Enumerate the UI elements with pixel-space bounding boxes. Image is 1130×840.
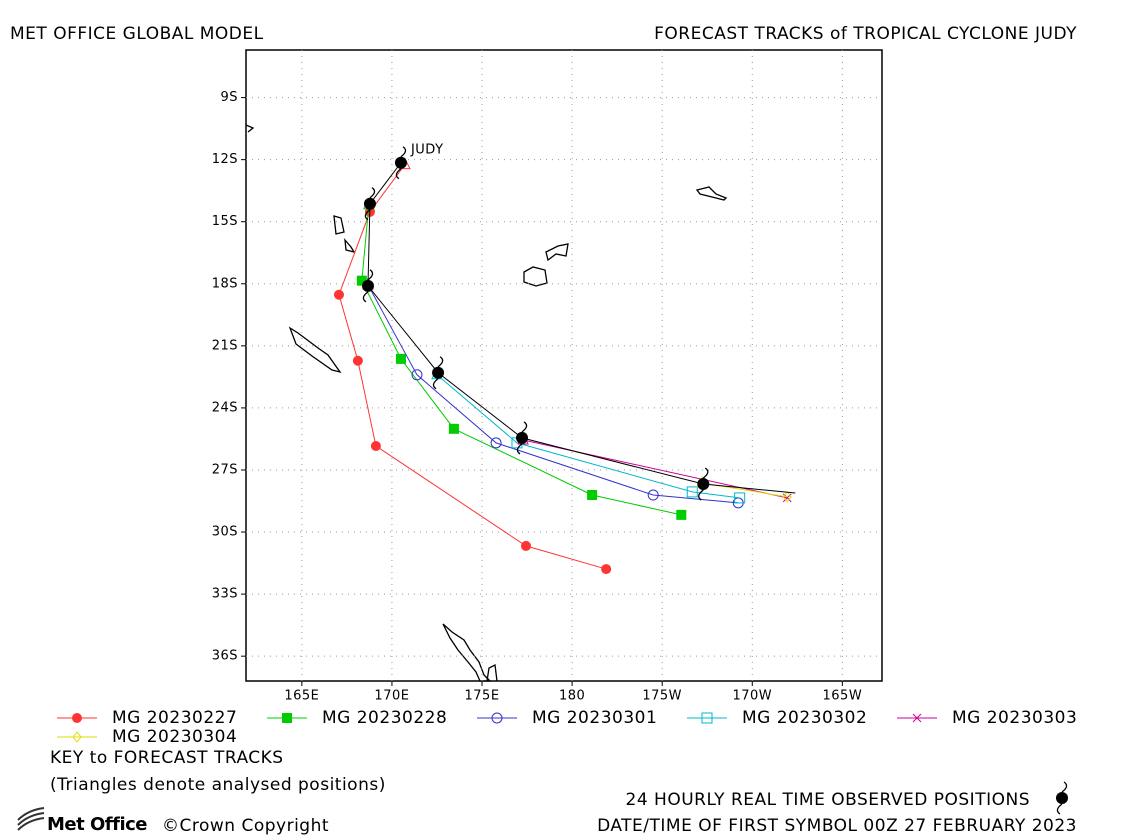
track-point	[490, 437, 502, 449]
observed-track	[367, 162, 796, 494]
track-point	[587, 490, 598, 501]
y-tick-label: 12S	[212, 152, 238, 167]
x-tick-label: 170E	[374, 689, 409, 704]
legend-marker	[701, 712, 713, 724]
y-tick-label: 33S	[212, 587, 238, 602]
title-right: FORECAST TRACKS of TROPICAL CYCLONE JUDY	[654, 24, 1077, 44]
track-point	[448, 423, 459, 434]
copyright: ©Crown Copyright	[162, 816, 329, 836]
key-title: KEY to FORECAST TRACKS	[50, 748, 284, 768]
legend-label: MG 20230304	[112, 727, 237, 747]
track-point	[395, 353, 406, 364]
track-point	[782, 491, 792, 503]
date-note: DATE/TIME OF FIRST SYMBOL 00Z 27 FEBRUAR…	[597, 816, 1077, 836]
x-tick-label: 165E	[284, 689, 319, 704]
legend-marker	[72, 713, 82, 723]
track-point	[520, 540, 531, 551]
track-point	[734, 492, 746, 504]
cyclone-arm	[362, 269, 374, 303]
track-point	[352, 355, 363, 366]
cyclone-symbol	[516, 421, 529, 455]
cyclone-core	[697, 478, 710, 491]
cyclone-core	[432, 366, 445, 379]
y-tick-label: 9S	[220, 90, 238, 105]
land	[245, 124, 728, 682]
y-tick-label: 24S	[212, 400, 238, 415]
forecast-track	[367, 284, 739, 504]
map-frame	[245, 49, 883, 682]
cyclone-arm	[516, 421, 528, 455]
cyclone-arm	[364, 187, 376, 221]
observed-legend-symbol	[1056, 781, 1068, 815]
track-point	[333, 289, 344, 300]
cyclone-symbol	[394, 146, 407, 180]
track-point	[601, 564, 612, 575]
legend-marker	[72, 731, 82, 743]
legend-marker	[282, 713, 292, 723]
observed-legend: 24 HOURLY REAL TIME OBSERVED POSITIONS	[626, 790, 1030, 810]
key-note: (Triangles denote analysed positions)	[50, 775, 386, 795]
cyclone-core	[361, 279, 374, 292]
x-tick-label: 170W	[732, 689, 772, 704]
cyclone-core	[516, 431, 529, 444]
forecast-track	[361, 204, 682, 516]
y-tick-label: 18S	[212, 276, 238, 291]
legend-label: MG 20230227	[112, 708, 237, 728]
logo: Met Office	[47, 814, 147, 835]
cyclone-core	[363, 197, 376, 210]
track-point	[686, 486, 698, 498]
legend-label: MG 20230302	[742, 708, 867, 728]
legend-label: MG 20230301	[532, 708, 657, 728]
y-tick-label: 30S	[212, 525, 238, 540]
cyclone-arm	[698, 467, 709, 501]
logo-icon	[17, 807, 45, 831]
legend-marker	[912, 713, 922, 723]
x-tick-label: 175E	[465, 689, 500, 704]
x-tick-label: 180	[559, 689, 585, 704]
cyclone-symbol	[432, 356, 445, 390]
track-point	[370, 440, 381, 451]
annotation: JUDY	[410, 142, 444, 157]
legend-label: MG 20230228	[322, 708, 447, 728]
y-tick-label: 21S	[212, 338, 238, 353]
cyclone-symbol	[361, 269, 374, 303]
legend-label: MG 20230303	[952, 708, 1077, 728]
y-tick-label: 15S	[212, 214, 238, 229]
track-point	[356, 275, 367, 286]
forecast-track	[338, 164, 607, 570]
track-point	[411, 369, 423, 381]
cyclone-symbol	[697, 467, 710, 501]
cyclone-arm	[1056, 781, 1068, 815]
title-left: MET OFFICE GLOBAL MODEL	[10, 24, 264, 44]
x-tick-label: 165W	[823, 689, 863, 704]
track-point	[647, 489, 659, 501]
y-tick-label: 36S	[212, 649, 238, 664]
forecast-track	[436, 374, 740, 499]
track-point	[676, 509, 687, 520]
cyclone-arm	[432, 356, 444, 390]
y-tick-label: 27S	[212, 462, 238, 477]
cyclone-core	[394, 156, 407, 169]
x-tick-label: 175W	[642, 689, 682, 704]
plot	[241, 50, 882, 686]
cyclone-symbol	[363, 187, 376, 221]
cyclone-core	[1056, 792, 1068, 804]
legend-marker	[491, 712, 503, 724]
cyclone-arm	[395, 146, 407, 180]
